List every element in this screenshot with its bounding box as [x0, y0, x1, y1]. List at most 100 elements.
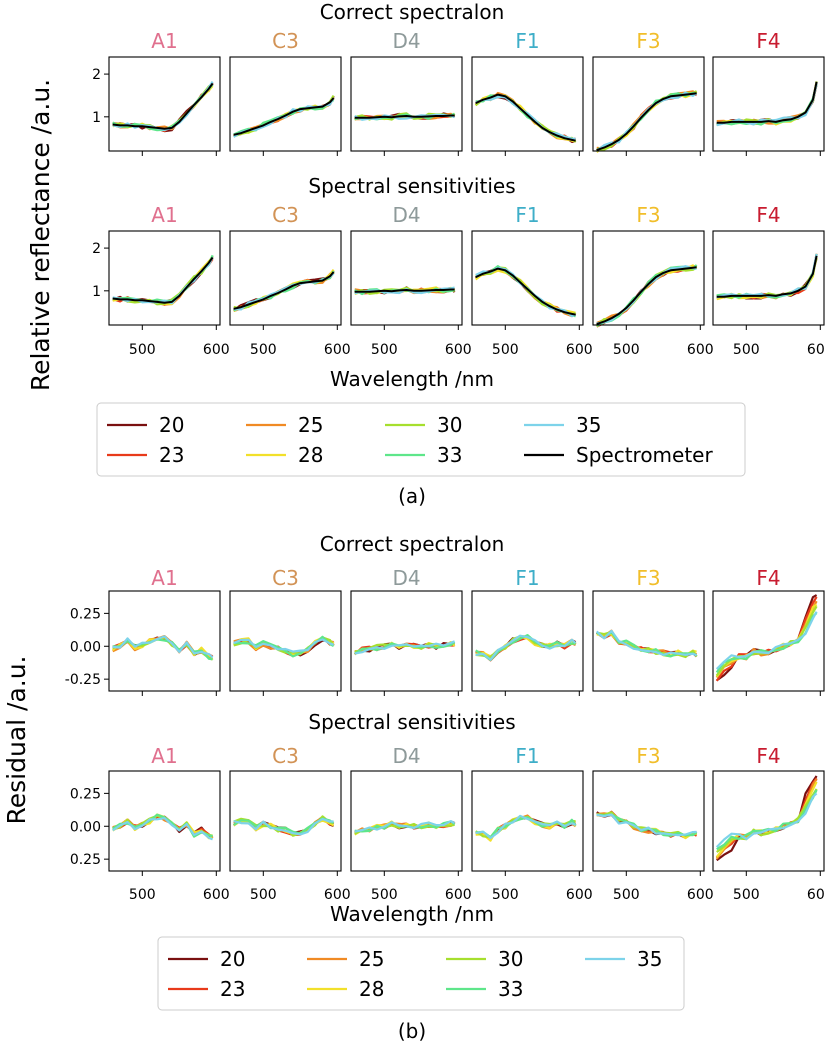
- panel-frame: [471, 770, 584, 872]
- series-line-35: [715, 611, 818, 670]
- panel-title: A1: [151, 203, 177, 227]
- x-tick-label: 600: [445, 342, 472, 358]
- panel-title: D4: [392, 203, 420, 227]
- x-tick-label: 500: [733, 342, 760, 358]
- panel: F4: [712, 566, 825, 696]
- y-tick-label: 1: [92, 110, 101, 126]
- panel: C3: [229, 566, 342, 696]
- series-line-30: [475, 266, 576, 316]
- y-tick-label: 1: [92, 284, 101, 300]
- legend-label: Spectrometer: [576, 443, 713, 467]
- legend-label: 23: [220, 977, 245, 1001]
- x-tick-label: 500: [250, 342, 277, 358]
- series-line-spectrometer: [112, 256, 214, 304]
- panel-title: F1: [515, 29, 539, 53]
- legend-label: 33: [437, 443, 462, 467]
- legend-box: [96, 402, 746, 477]
- panel-title: A1: [151, 566, 177, 590]
- series-line-35: [354, 113, 455, 121]
- series-line-23: [475, 93, 577, 142]
- panel-frame: [471, 56, 584, 152]
- panel: F4 500 600: [712, 744, 825, 903]
- series-line-28: [715, 781, 818, 858]
- legend-label: 20: [220, 947, 245, 971]
- panel-frame: [592, 230, 705, 326]
- x-tick-label: 500: [613, 887, 640, 903]
- legend-box: [157, 936, 685, 1011]
- x-tick-label: 500: [733, 887, 760, 903]
- panel-title: F3: [636, 203, 660, 227]
- x-tick-label: 600: [687, 342, 714, 358]
- panel-frame: [108, 590, 221, 692]
- panel-title: F4: [756, 203, 780, 227]
- panel-frame: [592, 590, 705, 692]
- panel-frame: [229, 590, 342, 692]
- panel-title: F4: [756, 566, 780, 590]
- series-line-spectrometer: [475, 267, 576, 316]
- series-line-spectrometer: [596, 92, 697, 152]
- series-line-33: [475, 816, 577, 839]
- panel: F4 500 600: [712, 203, 825, 358]
- x-tick-label: 600: [203, 887, 230, 903]
- panel: F3 500 600: [592, 744, 714, 903]
- legend: 20 23 25 28 30 33 35: [157, 936, 685, 1011]
- series-line-35: [595, 629, 698, 657]
- panel-title: C3: [272, 203, 299, 227]
- legend-label: 25: [298, 413, 323, 437]
- series-line-35: [354, 640, 456, 655]
- panel-title: F3: [636, 744, 660, 768]
- y-tick-label: 0.00: [70, 819, 101, 835]
- legend: 20 23 25 28 30 33 35 Spectrometer: [96, 402, 746, 477]
- caption: (a): [398, 484, 426, 508]
- panel-title: A1: [151, 744, 177, 768]
- x-axis-label: Wavelength /nm: [330, 902, 494, 926]
- series-line-25: [596, 812, 698, 837]
- legend-label: 35: [637, 947, 662, 971]
- x-tick-label: 500: [613, 342, 640, 358]
- series-line-spectrometer: [233, 97, 335, 136]
- series-line-25: [596, 264, 698, 325]
- panel-title: F1: [515, 203, 539, 227]
- panel-title: C3: [272, 566, 299, 590]
- series-line-30: [475, 815, 576, 839]
- legend-label: 20: [159, 413, 184, 437]
- panel-frame: [712, 56, 825, 152]
- x-tick-label: 500: [492, 342, 519, 358]
- series-line-28: [475, 269, 576, 314]
- chart-b: Correct spectralon Spectral sensitivities…: [2, 532, 825, 1043]
- caption: (b): [398, 1019, 426, 1043]
- panel-frame: [108, 56, 221, 152]
- series-line-25: [596, 90, 698, 150]
- panel: F3: [592, 566, 705, 696]
- y-tick-label: -0.25: [65, 672, 101, 688]
- series-line-33: [596, 91, 697, 151]
- series-line-30: [716, 788, 818, 853]
- x-tick-label: 500: [492, 887, 519, 903]
- panel: F1 500 600: [471, 203, 593, 358]
- panel: F4: [712, 29, 825, 156]
- series-line-20: [716, 775, 818, 862]
- panel-frame: [108, 770, 221, 872]
- panel-title: F1: [515, 744, 539, 768]
- x-tick-label: 600: [687, 887, 714, 903]
- panel: F3: [592, 29, 705, 156]
- series-line-35: [475, 95, 576, 140]
- panel: C3 500 600: [229, 203, 351, 358]
- panel-frame: [471, 230, 584, 326]
- panel: A1 0.25 0.00 -0.25: [65, 566, 221, 696]
- panel-frame: [712, 230, 825, 326]
- series-line-35: [715, 792, 818, 848]
- panel-frame: [229, 56, 342, 152]
- y-tick-label: 2: [92, 67, 101, 83]
- series-line-spectrometer: [716, 255, 818, 298]
- panel-frame: [592, 770, 705, 872]
- panel: C3 500 600: [229, 744, 351, 903]
- x-axis-label: Wavelength /nm: [330, 367, 494, 391]
- panel-frame: [350, 56, 463, 152]
- series-line-30: [596, 90, 698, 151]
- legend-label: 35: [576, 413, 601, 437]
- panel-title: F3: [636, 566, 660, 590]
- panel-frame: [712, 590, 825, 692]
- panel-frame: [350, 590, 463, 692]
- panel-frame: [471, 590, 584, 692]
